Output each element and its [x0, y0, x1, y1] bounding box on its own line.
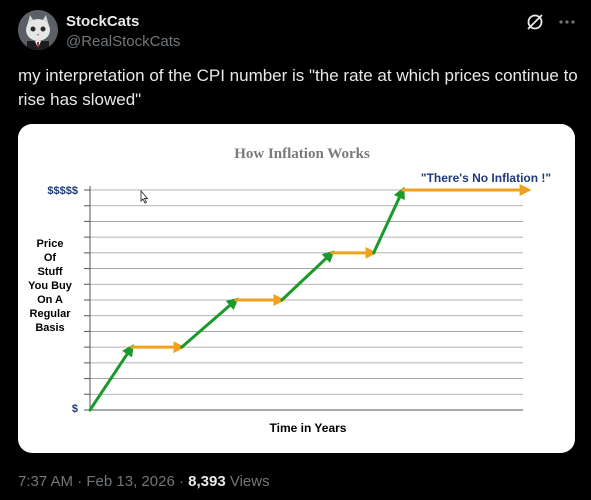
meta-separator: · [77, 473, 87, 490]
grok-icon[interactable] [525, 12, 545, 32]
chart-annotation: "There's No Inflation !" [421, 171, 551, 185]
chart-grid [84, 189, 523, 411]
views-label: Views [229, 473, 270, 490]
tweet-meta: 7:37 AM · Feb 13, 2026 · 8,393 Views [18, 473, 270, 490]
x-axis-label: Time in Years [270, 421, 347, 435]
cat-avatar-icon [18, 10, 58, 50]
price-rise-arrow [280, 250, 335, 302]
ylabel-line: Stuff [37, 266, 62, 278]
more-icon[interactable] [557, 12, 577, 32]
y-top-label: $$$$$ [47, 185, 78, 197]
y-bottom-label: $ [72, 403, 78, 415]
price-rise-arrow [180, 297, 239, 349]
author-handle[interactable]: @RealStockCats [66, 33, 181, 50]
ylabel-line: Basis [35, 322, 64, 334]
chart-title: How Inflation Works [234, 146, 370, 162]
chart-series [88, 184, 532, 412]
cursor-icon [140, 189, 149, 204]
ylabel-line: You Buy [28, 280, 73, 292]
views-count: 8,393 [188, 473, 226, 490]
price-rise-arrow [88, 344, 134, 412]
ylabel-line: On A [37, 294, 63, 306]
tweet-text: my interpretation of the CPI number is "… [18, 66, 578, 109]
meta-separator: · [178, 473, 189, 490]
ylabel-line: Of [44, 252, 57, 264]
ylabel-line: Regular [30, 308, 72, 320]
post-time[interactable]: 7:37 AM [18, 473, 74, 490]
inflation-chart: How Inflation Works "There's No Inflatio… [28, 146, 551, 435]
ylabel-line: Price [37, 238, 64, 250]
price-rise-arrow [372, 186, 405, 255]
y-axis-label: Price Of Stuff You Buy On A Regular Basi… [28, 238, 73, 334]
author-name[interactable]: StockCats [66, 13, 140, 30]
post-date[interactable]: Feb 13, 2026 [86, 473, 175, 490]
tweet-media[interactable]: How Inflation Works "There's No Inflatio… [18, 124, 575, 453]
avatar[interactable] [18, 10, 58, 50]
